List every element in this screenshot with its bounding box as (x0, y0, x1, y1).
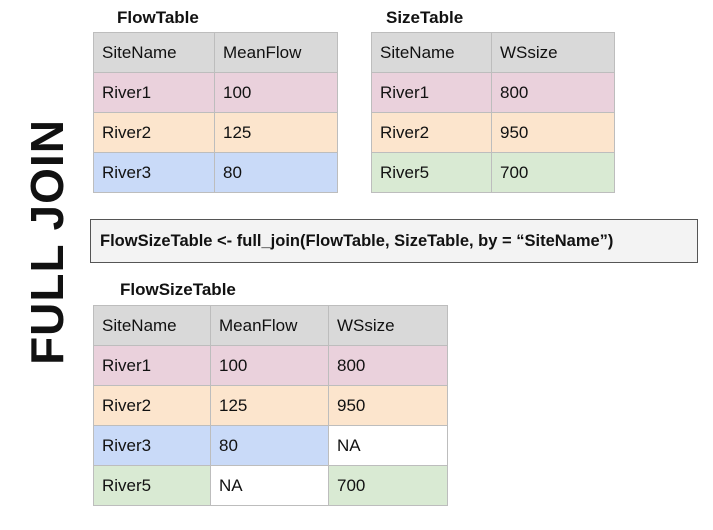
table-cell-missing: NA (210, 465, 329, 506)
full-join-title: FULL JOIN (21, 119, 73, 365)
table-cell: River1 (371, 72, 492, 113)
table-row: River1 100 (93, 72, 338, 113)
column-header: SiteName (93, 32, 215, 73)
table-cell: River5 (93, 465, 211, 506)
table-cell-missing: NA (328, 425, 448, 466)
flow-table-caption: FlowTable (117, 8, 199, 27)
column-header: SiteName (93, 305, 211, 346)
table-cell: River1 (93, 345, 211, 386)
table-row: River3 80 NA (93, 425, 448, 466)
table-cell: 800 (328, 345, 448, 386)
column-header: SiteName (371, 32, 492, 73)
column-header: WSsize (328, 305, 448, 346)
column-header: MeanFlow (210, 305, 329, 346)
table-cell: 950 (328, 385, 448, 426)
table-cell: 100 (214, 72, 338, 113)
table-row: River5 700 (371, 152, 615, 193)
table-cell: River3 (93, 425, 211, 466)
code-statement: FlowSizeTable <- full_join(FlowTable, Si… (90, 219, 698, 263)
table-row: River1 100 800 (93, 345, 448, 386)
size-table: SiteName WSsize River1 800 River2 950 Ri… (371, 32, 615, 193)
table-cell: River2 (371, 112, 492, 153)
table-cell: River2 (93, 112, 215, 153)
table-row: River2 125 (93, 112, 338, 153)
table-cell: 700 (491, 152, 615, 193)
table-cell: 800 (491, 72, 615, 113)
result-table: SiteName MeanFlow WSsize River1 100 800 … (93, 305, 448, 506)
table-cell: 950 (491, 112, 615, 153)
table-header-row: SiteName MeanFlow (93, 32, 338, 73)
table-cell: River1 (93, 72, 215, 113)
size-table-caption: SizeTable (386, 8, 464, 27)
flow-table: SiteName MeanFlow River1 100 River2 125 … (93, 32, 338, 193)
table-cell: River3 (93, 152, 215, 193)
table-cell: 700 (328, 465, 448, 506)
table-cell: River5 (371, 152, 492, 193)
table-row: River2 950 (371, 112, 615, 153)
table-row: River3 80 (93, 152, 338, 193)
table-cell: 80 (210, 425, 329, 466)
table-cell: 125 (214, 112, 338, 153)
result-table-caption: FlowSizeTable (120, 280, 236, 299)
table-cell: River2 (93, 385, 211, 426)
column-header: MeanFlow (214, 32, 338, 73)
table-header-row: SiteName WSsize (371, 32, 615, 73)
table-cell: 125 (210, 385, 329, 426)
table-cell: 100 (210, 345, 329, 386)
table-header-row: SiteName MeanFlow WSsize (93, 305, 448, 346)
column-header: WSsize (491, 32, 615, 73)
table-cell: 80 (214, 152, 338, 193)
full-join-label: FULL JOIN (21, 119, 73, 365)
table-row: River2 125 950 (93, 385, 448, 426)
table-row: River1 800 (371, 72, 615, 113)
table-row: River5 NA 700 (93, 465, 448, 506)
